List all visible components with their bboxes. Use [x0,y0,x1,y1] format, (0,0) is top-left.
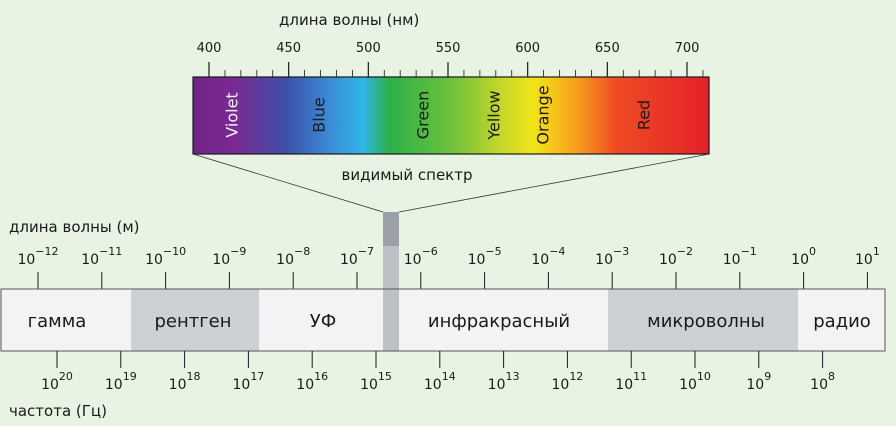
visible-tick-label: 500 [356,41,381,56]
wavelength-tick-label: 10−10 [145,245,186,268]
wavelength-tick-label: 10−5 [468,245,502,268]
visible-tick-label: 550 [436,41,461,56]
wavelength-axis-title: длина волны (м) [9,218,140,236]
wavelength-tick-label: 10−4 [531,245,565,268]
visible-tick-label: 650 [595,41,620,56]
frequency-tick-label: 1019 [105,370,137,393]
band-label: инфракрасный [428,311,570,332]
frequency-ticks: 1020 1019 1018 1017 1016 1015 1014 1013 1012 1011… [41,351,835,393]
frequency-tick-label: 1014 [424,370,456,393]
band-радио [798,289,885,351]
band-label: гамма [28,311,87,332]
color-label-yellow: Yellow [485,90,504,140]
color-label-green: Green [414,91,433,139]
wavelength-tick-label: 10−12 [17,245,58,268]
visible-tick-label: 700 [675,41,700,56]
wavelength-tick-label: 101 [855,245,880,268]
color-label-violet: Violet [223,92,242,137]
wavelength-tick-label: 10−6 [404,245,438,268]
visible-window-cap [383,212,399,246]
color-label-orange: Orange [534,85,553,144]
visible-spectrum: длина волны (нм) 400 450 500 550 600 650 700 V… [192,11,710,213]
wavelength-tick-label: 10−3 [595,245,629,268]
wavelength-tick-label: 10−11 [81,245,122,268]
wavelength-tick-label: 100 [791,245,816,268]
band-гамма [1,289,131,351]
visible-wavelength-ticks: 400 450 500 550 600 650 700 [197,41,704,77]
band-label: рентген [154,311,231,332]
band-УФ [259,289,383,351]
frequency-tick-label: 108 [810,370,835,393]
wavelength-tick-label: 10−8 [276,245,310,268]
visible-tick-label: 400 [197,41,222,56]
frequency-tick-label: 1016 [296,370,328,393]
wavelength-tick-label: 10−7 [340,245,374,268]
visible-wavelength-title: длина волны (нм) [279,11,419,29]
band-рентген [131,289,259,351]
band-label: УФ [310,311,336,332]
wavelength-ticks: 10−12 10−11 10−10 10−9 10−8 10−7 10−6 10−5 10−4 1… [17,245,880,289]
frequency-tick-label: 1017 [232,370,264,393]
visible-color-labels: Violet Blue Green Yellow Orange Red [223,85,654,144]
spectrum-bands: гамма рентген УФ инфракрасный микроволны ради… [1,212,885,351]
color-label-blue: Blue [310,97,329,132]
wavelength-tick-label: 10−9 [212,245,246,268]
band-label: микроволны [647,311,765,332]
band-visible-window [383,289,399,351]
band-label: радио [813,311,871,332]
bands-border [0,288,886,352]
visible-tick-label: 600 [515,41,540,56]
zoom-line-right [398,153,710,213]
frequency-tick-label: 1015 [360,370,392,393]
wavelength-tick-label: 10−1 [723,245,757,268]
frequency-tick-label: 1020 [41,370,73,393]
visible-tick-label: 450 [276,41,301,56]
visible-spectrum-bar [192,76,710,155]
frequency-tick-label: 1011 [615,370,647,393]
zoom-line-left [192,153,384,213]
visible-spectrum-caption: видимый спектр [342,166,473,184]
frequency-tick-label: 1013 [488,370,520,393]
band-микроволны [608,289,798,351]
frequency-axis-title: частота (Гц) [9,402,107,420]
frequency-tick-label: 1018 [169,370,201,393]
frequency-tick-label: 1012 [551,370,583,393]
color-label-red: Red [635,100,654,130]
frequency-tick-label: 1010 [679,370,711,393]
frequency-tick-label: 109 [746,370,771,393]
band-инфракрасный [399,289,608,351]
wavelength-tick-label: 10−2 [659,245,693,268]
